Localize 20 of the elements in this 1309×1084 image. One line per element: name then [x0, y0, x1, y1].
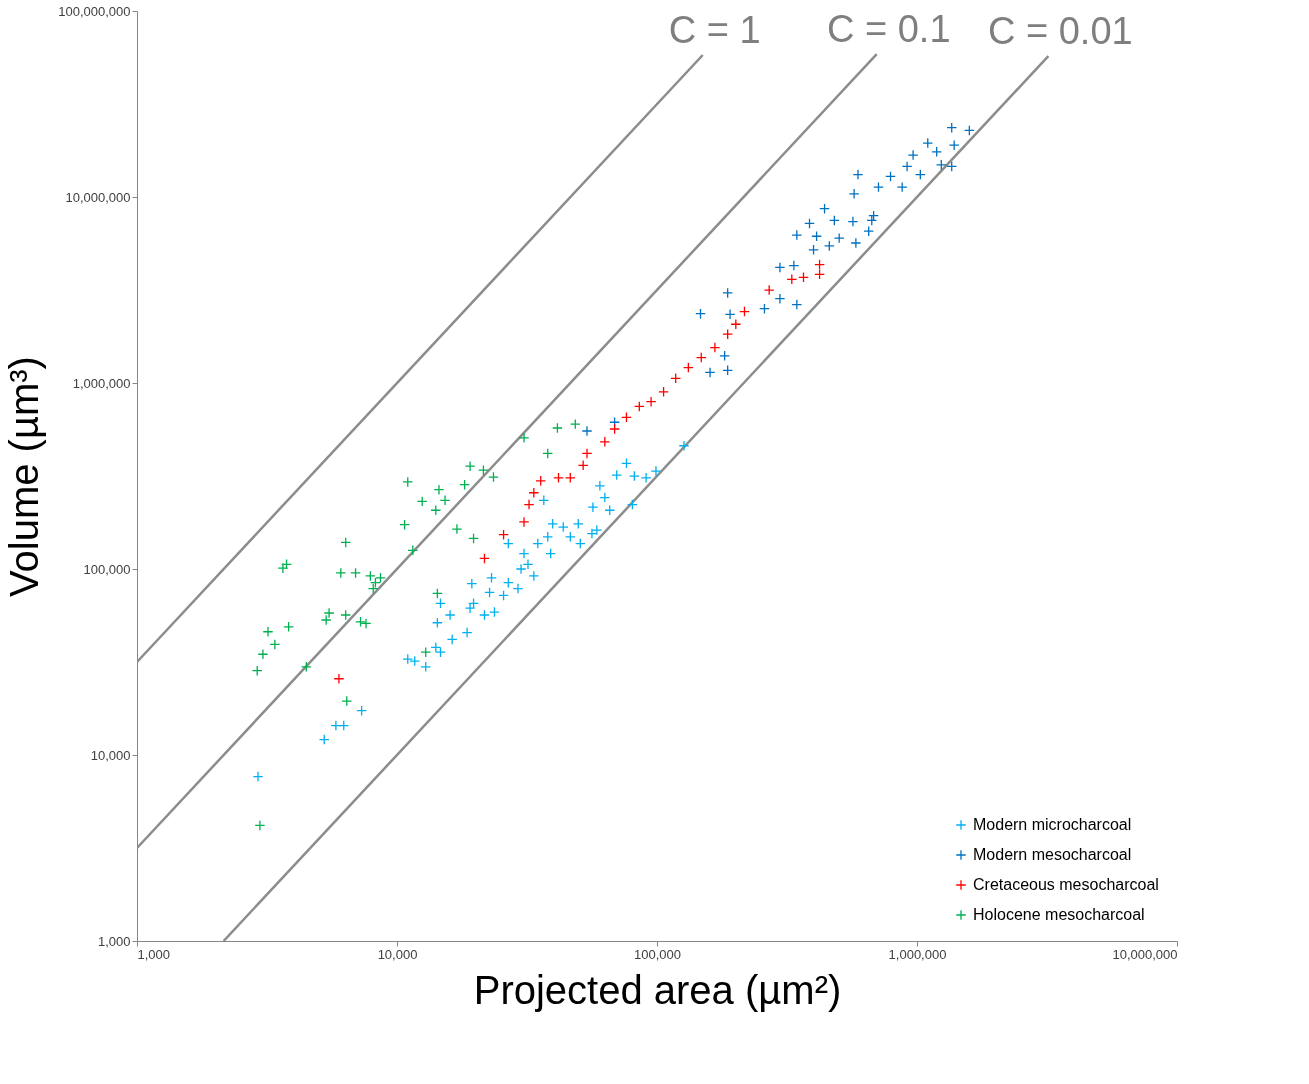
x-tick-label: 10,000,000 — [1112, 946, 1178, 962]
x-tick-label: 100,000 — [634, 946, 681, 962]
y-tick-label: 1,000,000 — [72, 375, 131, 391]
x-axis-title: Projected area (µm²) — [473, 967, 842, 1012]
legend-label: Holocene mesocharcoal — [973, 906, 1145, 923]
annotation: C = 0.1 — [826, 8, 951, 51]
y-tick-label: 100,000,000 — [58, 3, 131, 19]
x-tick-label: 1,000 — [137, 946, 171, 962]
y-tick-label: 10,000,000 — [65, 189, 131, 205]
y-tick-label: 1,000 — [97, 933, 131, 949]
annotation: C = 0.01 — [987, 10, 1133, 53]
legend-label: Modern mesocharcoal — [973, 846, 1132, 863]
legend-label: Modern microcharcoal — [973, 816, 1132, 833]
y-tick-label: 100,000 — [83, 561, 131, 577]
y-axis-title: Volume (µm³) — [2, 356, 47, 597]
annotation: C = 1 — [668, 9, 761, 51]
x-tick-label: 10,000 — [377, 946, 418, 962]
legend-label: Cretaceous mesocharcoal — [973, 876, 1159, 893]
x-tick-label: 1,000,000 — [888, 946, 947, 962]
y-tick-label: 10,000 — [90, 747, 131, 763]
